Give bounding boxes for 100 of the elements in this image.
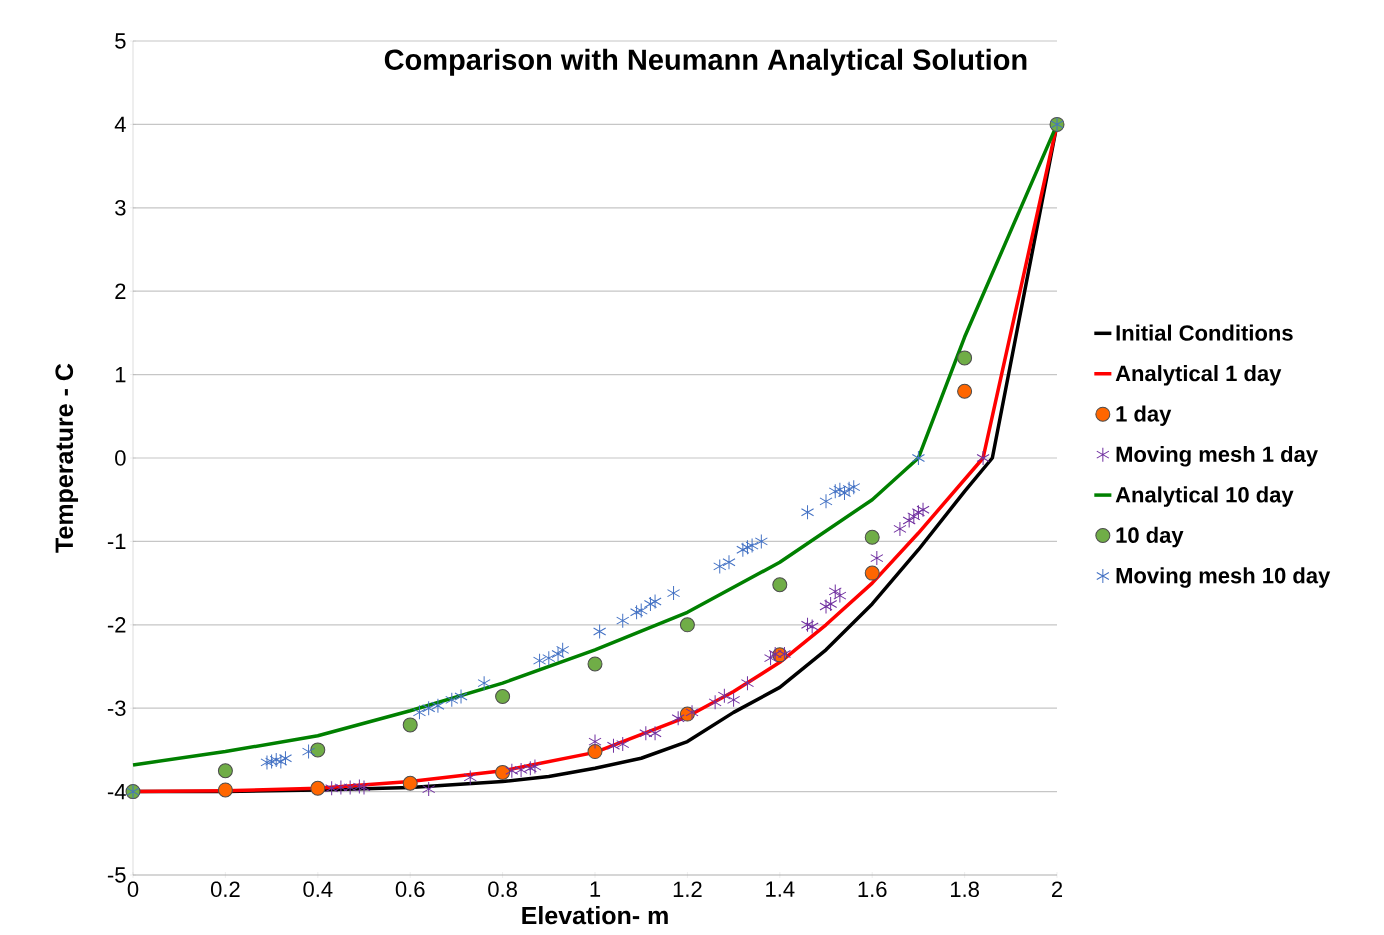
point [745,538,759,554]
point [325,780,339,796]
y-tick-label: 0 [115,450,126,466]
x-tick-label: 2 [1052,881,1063,897]
point [265,754,279,770]
point [976,450,990,466]
point [514,762,528,778]
y-tick-label: 2 [115,283,126,299]
x-tick-label: 1.4 [766,881,795,897]
legend-label: Analytical 1 day [1115,365,1282,386]
point [639,725,653,741]
point [911,504,925,520]
point [463,769,477,785]
x-tick-label: 1.8 [951,881,979,898]
point [431,698,445,714]
point [722,554,736,570]
y-tick-label: -1 [107,533,126,549]
legend-label: 10 day [1116,526,1184,548]
point [648,593,662,609]
point [445,692,459,708]
point [343,779,357,795]
y-tick-label: -4 [107,784,126,800]
point [528,759,542,775]
point [412,704,427,720]
point [402,775,418,791]
point [847,479,861,495]
y-tick-label: 3 [115,200,126,216]
x-tick-label: 1.2 [673,881,702,897]
point [477,675,491,691]
point [754,533,768,549]
point [833,482,847,498]
point [685,704,699,720]
legend-label: Moving mesh 10 day [1116,567,1331,588]
point [828,483,842,499]
point [727,692,741,708]
point [864,529,880,545]
legend-label: Initial Conditions [1116,324,1293,341]
point [616,736,630,752]
point [217,782,233,798]
point [269,752,283,768]
point [505,763,519,779]
point [819,493,833,509]
point [495,764,511,780]
point [587,744,603,760]
y-tick-label: -5 [107,867,126,883]
point [777,646,791,662]
chart-title: Comparison with Neumann Analytical Solution [384,48,1027,76]
point [842,481,856,497]
x-tick-label: 0.2 [210,881,240,898]
point [606,738,621,754]
point [588,734,602,750]
point [805,618,819,634]
point [800,617,815,633]
point [740,675,755,691]
point [708,694,722,710]
y-tick-label: 4 [114,116,126,132]
point [824,596,838,612]
point [260,754,274,770]
point [587,656,603,672]
point [593,623,607,639]
y-tick-label: -3 [107,700,126,716]
point [523,760,537,776]
point [736,542,750,558]
point [717,688,731,704]
point [907,508,921,524]
point [800,504,815,520]
point [870,550,884,566]
point [542,650,556,666]
point [551,646,565,662]
point [833,588,847,604]
point [274,754,288,770]
point [495,689,511,705]
point [768,646,782,662]
y-tick-label: -2 [107,617,126,633]
point [422,781,436,797]
point [864,565,880,581]
point [828,583,842,599]
point [402,717,418,733]
point [334,779,348,795]
point [630,604,644,620]
point [352,779,366,795]
x-axis-title: Elevation- m [522,905,668,925]
point [634,603,648,619]
point [422,700,436,716]
y-tick-label: 1 [115,367,126,383]
point [713,558,727,574]
point [893,521,907,537]
point [217,763,233,779]
point [679,617,695,633]
y-axis-title: Temperature - C [55,363,79,553]
x-tick-label: 0.6 [395,881,425,898]
x-tick-label: 1 [590,881,601,897]
legend-label: 1 day [1116,405,1172,426]
x-tick-label: 0.4 [303,881,333,898]
point [911,450,925,466]
legend-label: Analytical 10 day [1115,486,1294,507]
point [916,502,930,518]
point [957,383,973,399]
point [357,779,371,795]
legend-label: Moving mesh 1 day [1116,445,1318,467]
